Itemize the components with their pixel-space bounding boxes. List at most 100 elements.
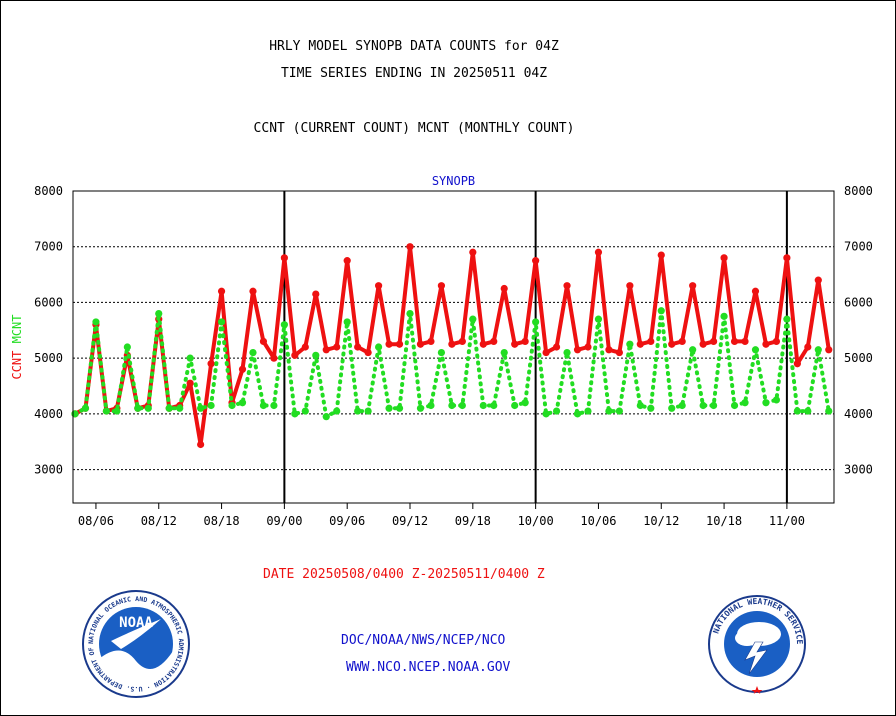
data-point-ccnt (500, 284, 508, 293)
data-point-mcnt (354, 407, 362, 415)
data-point-mcnt (134, 404, 142, 412)
data-point-mcnt (165, 404, 173, 412)
data-point-ccnt (647, 337, 655, 346)
data-point-mcnt (783, 315, 791, 323)
data-point-ccnt (354, 343, 362, 351)
data-point-ccnt (301, 343, 309, 351)
data-point-mcnt (720, 312, 728, 320)
data-point-ccnt (406, 243, 414, 251)
data-point-ccnt (594, 248, 603, 256)
y-tick-label-right: 6000 (844, 295, 873, 309)
y-tick-label-left: 3000 (34, 463, 63, 477)
data-point-mcnt (113, 407, 121, 415)
y-tick-label-left: 6000 (34, 295, 63, 309)
data-point-mcnt (291, 410, 299, 418)
data-point-mcnt (176, 404, 184, 412)
x-tick-label: 08/06 (78, 514, 114, 528)
data-point-mcnt (825, 407, 833, 415)
data-point-mcnt (343, 318, 351, 326)
data-point-mcnt (741, 399, 749, 407)
marks-layer (71, 243, 833, 449)
data-point-mcnt (406, 309, 414, 318)
org-line: DOC/NOAA/NWS/NCEP/NCO (341, 633, 506, 648)
data-point-mcnt (532, 318, 540, 326)
data-point-mcnt (762, 399, 770, 407)
data-point-mcnt (186, 354, 194, 362)
data-point-mcnt (81, 404, 90, 412)
data-point-ccnt (615, 348, 623, 357)
data-point-mcnt (469, 315, 477, 323)
y-axis-label: CCNT MCNT (10, 314, 24, 379)
chart-title-line-1: HRLY MODEL SYNOPB DATA COUNTS for 04Z (269, 39, 559, 54)
data-point-ccnt (291, 351, 299, 359)
x-tick-label: 10/06 (580, 514, 616, 528)
data-point-ccnt (217, 287, 226, 295)
data-point-mcnt (710, 401, 718, 410)
data-point-ccnt (563, 282, 571, 290)
y-tick-label-right: 5000 (844, 351, 873, 365)
noaa-logo: NOAA NATIONAL OCEANIC AND ATMOSPHERIC AD… (81, 589, 190, 698)
data-point-mcnt (458, 401, 466, 410)
data-point-mcnt (584, 407, 592, 415)
x-tick-label: 09/06 (329, 514, 365, 528)
data-point-mcnt (511, 401, 519, 410)
x-tick-label: 10/00 (518, 514, 554, 528)
y-tick-label-right: 3000 (844, 463, 873, 477)
website-line: WWW.NCO.NCEP.NOAA.GOV (346, 660, 511, 675)
data-point-mcnt (479, 401, 487, 410)
data-point-mcnt (542, 410, 550, 418)
data-point-mcnt (301, 407, 309, 415)
data-point-ccnt (280, 254, 288, 262)
data-point-ccnt (584, 343, 592, 351)
data-point-mcnt (280, 321, 288, 329)
data-point-ccnt (427, 337, 435, 346)
data-point-ccnt (710, 337, 718, 346)
data-point-ccnt (532, 257, 540, 265)
data-point-ccnt (364, 348, 372, 357)
data-point-ccnt (720, 254, 728, 262)
data-point-ccnt (207, 360, 215, 368)
data-point-mcnt (102, 407, 111, 415)
data-point-mcnt (270, 401, 278, 410)
x-tick-label: 08/18 (204, 514, 240, 528)
data-point-mcnt (249, 348, 257, 357)
data-point-mcnt (416, 404, 425, 412)
data-point-ccnt (186, 379, 194, 387)
data-point-mcnt (259, 401, 268, 410)
data-point-mcnt (552, 407, 561, 415)
data-point-ccnt (385, 340, 393, 348)
data-point-mcnt (521, 399, 529, 407)
data-point-mcnt (594, 315, 603, 323)
data-point-mcnt (730, 401, 739, 410)
x-tick-label: 08/12 (141, 514, 177, 528)
chart-subtitle: CCNT (CURRENT COUNT) MCNT (MONTHLY COUNT… (253, 121, 575, 136)
data-point-mcnt (626, 340, 634, 348)
data-point-mcnt (814, 346, 822, 354)
chart-svg: 3000 3000 4000 4000 5000 5000 6000 6000 7000 7000… (10, 174, 873, 528)
data-point-ccnt (626, 282, 634, 290)
grid-layer (73, 191, 834, 509)
data-point-mcnt (238, 399, 247, 407)
date-range-label: DATE 20250508/0400 Z-20250511/0400 Z (263, 567, 545, 582)
data-point-mcnt (563, 348, 571, 357)
data-point-mcnt (217, 318, 226, 326)
data-point-mcnt (751, 346, 760, 354)
data-point-mcnt (197, 404, 205, 412)
data-point-ccnt (730, 337, 739, 346)
data-point-ccnt (259, 337, 268, 346)
data-point-ccnt (762, 340, 770, 348)
data-point-mcnt (364, 407, 372, 415)
data-point-ccnt (479, 340, 487, 348)
data-point-ccnt (416, 340, 425, 348)
data-point-mcnt (322, 413, 330, 421)
data-point-ccnt (333, 343, 341, 351)
data-point-mcnt (657, 307, 665, 315)
data-point-mcnt (385, 404, 393, 412)
data-point-mcnt (678, 401, 686, 410)
nws-logo: NATIONAL WEATHER SERVICE (708, 595, 806, 694)
data-point-mcnt (71, 410, 79, 418)
data-point-mcnt (437, 348, 446, 357)
data-point-ccnt (521, 337, 529, 346)
data-point-ccnt (270, 354, 278, 362)
data-point-mcnt (772, 396, 781, 404)
